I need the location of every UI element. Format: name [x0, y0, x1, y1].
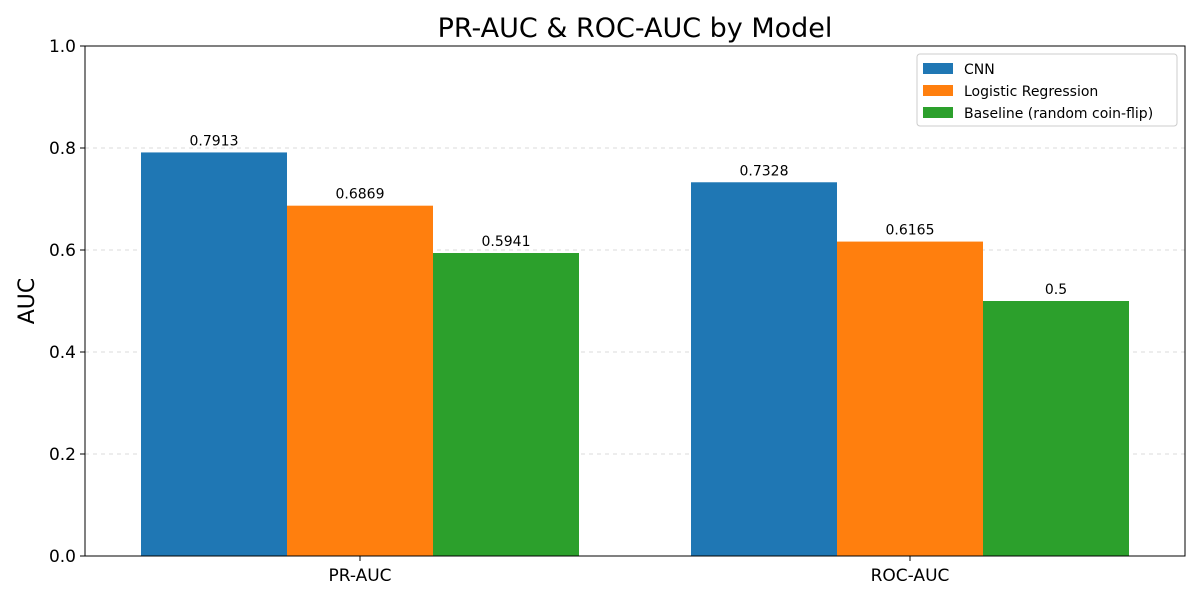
y-tick-label: 0.2 — [49, 445, 76, 465]
legend-swatch — [923, 63, 953, 74]
bar — [433, 253, 579, 556]
y-tick-label: 1.0 — [49, 37, 76, 57]
bar — [287, 205, 433, 556]
y-tick-label: 0.6 — [49, 241, 76, 261]
y-tick-label: 0.0 — [49, 547, 76, 567]
legend-swatch — [923, 107, 953, 118]
y-axis-label: AUC — [15, 278, 40, 325]
chart-title: PR-AUC & ROC-AUC by Model — [438, 13, 833, 44]
bar — [141, 152, 287, 556]
x-tick-label: ROC-AUC — [871, 566, 950, 586]
bar-value-label: 0.6165 — [886, 223, 935, 239]
bar — [983, 301, 1129, 556]
bar-value-label: 0.7913 — [190, 133, 239, 149]
plot-frame — [84, 45, 1186, 557]
legend-entry: Logistic Regression — [964, 84, 1098, 100]
y-tick-label: 0.8 — [49, 139, 76, 159]
y-tick-label: 0.4 — [49, 343, 76, 363]
bar-value-label: 0.5941 — [482, 234, 531, 250]
bar-value-label: 0.7328 — [740, 163, 789, 179]
bar-value-label: 0.5 — [1045, 282, 1067, 298]
bars: 0.7913 0.6869 0.5941 0.7328 0.6165 0.5 — [141, 133, 1129, 556]
legend: CNN Logistic Regression Baseline (random c… — [916, 53, 1178, 127]
bar — [837, 241, 983, 556]
x-tick-label: PR-AUC — [328, 566, 391, 586]
legend-entry: CNN — [964, 62, 995, 78]
legend-entry: Baseline (random coin-flip) — [964, 106, 1153, 122]
axes: 0.0 0.2 0.4 0.6 0.8 1.0 PR-AUC ROC-AUC — [49, 37, 1186, 586]
bar-value-label: 0.6869 — [336, 187, 385, 203]
bar — [691, 182, 837, 556]
legend-swatch — [923, 85, 953, 96]
legend-box — [916, 53, 1178, 127]
